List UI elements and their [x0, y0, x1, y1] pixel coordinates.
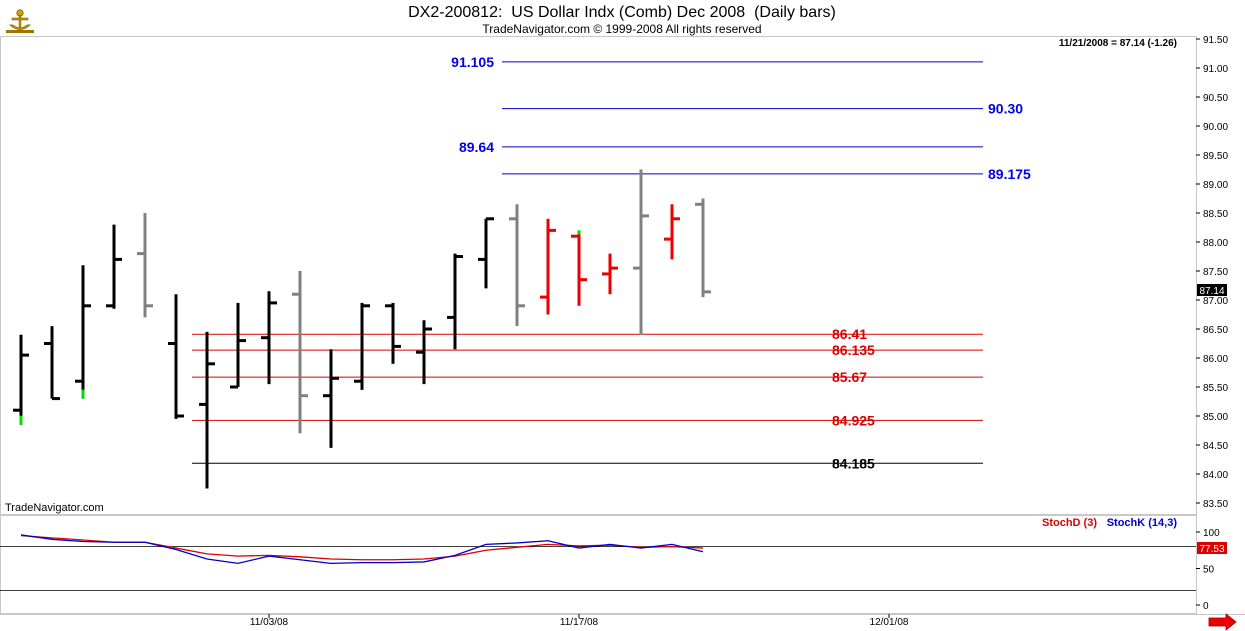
- ohlc-bar: [137, 213, 153, 318]
- price-tick-label: 85.50: [1203, 383, 1228, 394]
- price-tick-label: 89.50: [1203, 151, 1228, 162]
- price-tick-label: 83.50: [1203, 499, 1228, 510]
- price-tick-label: 87.50: [1203, 267, 1228, 278]
- ohlc-bar: [478, 217, 494, 289]
- last-price-label: 87.14: [1199, 286, 1224, 297]
- price-tick-label: 91.50: [1203, 35, 1228, 46]
- ohlc-bar: [292, 271, 308, 434]
- level-label: 86.135: [832, 342, 875, 358]
- price-tick-label: 84.00: [1203, 470, 1228, 481]
- ohlc-bar: [540, 218, 556, 315]
- ohlc-bar: [695, 198, 711, 298]
- price-panel: [0, 36, 1197, 515]
- ohlc-bar: [106, 224, 122, 309]
- level-label: 89.64: [459, 139, 494, 155]
- ohlc-bar: [261, 291, 277, 385]
- stoch-tick-label: 100: [1203, 528, 1220, 539]
- ohlc-bars: [13, 169, 711, 489]
- date-tick-label: 12/01/08: [870, 617, 909, 628]
- level-label: 91.105: [451, 54, 494, 70]
- price-tick-label: 88.50: [1203, 209, 1228, 220]
- ohlc-bar: [354, 302, 370, 390]
- level-label: 86.41: [832, 326, 867, 342]
- date-tick-label: 11/17/08: [560, 617, 599, 628]
- last-price-marker: 87.14: [1197, 284, 1227, 297]
- ohlc-bar: [13, 334, 29, 425]
- ohlc-bar: [168, 294, 184, 419]
- stoch-last-label: 77.53: [1199, 544, 1224, 555]
- price-tick-label: 84.50: [1203, 441, 1228, 452]
- stoch-k-line: [20, 534, 704, 565]
- level-label: 85.67: [832, 369, 867, 385]
- chart-subtitle: TradeNavigator.com © 1999-2008 All right…: [482, 22, 761, 36]
- ohlc-bar: [75, 265, 91, 399]
- price-tick-label: 89.00: [1203, 180, 1228, 191]
- ohlc-bar: [385, 302, 401, 364]
- stoch-tick-label: 0: [1203, 601, 1209, 612]
- price-tick-label: 86.50: [1203, 325, 1228, 336]
- ohlc-bar: [664, 204, 680, 260]
- price-tick-label: 88.00: [1203, 238, 1228, 249]
- price-tick-label: 90.00: [1203, 122, 1228, 133]
- stochastic-lines: 0 50 100: [0, 528, 1220, 612]
- level-label: 84.185: [832, 455, 875, 471]
- date-axis: 11/03/08 11/17/08 12/01/08: [250, 614, 909, 628]
- price-tick-label: 87.00: [1203, 296, 1228, 307]
- ohlc-bar: [602, 253, 618, 295]
- price-tick-label: 86.00: [1203, 354, 1228, 365]
- ohlc-bar: [230, 302, 246, 389]
- watermark-text: TradeNavigator.com: [5, 502, 104, 514]
- ohlc-bar: [416, 320, 432, 385]
- scroll-right-arrow-icon[interactable]: [1208, 613, 1237, 631]
- stoch-last-marker: 77.53: [1197, 542, 1227, 555]
- ohlc-bar: [509, 204, 525, 327]
- price-tick-label: 91.00: [1203, 64, 1228, 75]
- ohlc-bar: [633, 169, 649, 335]
- stoch-k-legend: StochK (14,3): [1107, 517, 1178, 529]
- chart-title: DX2-200812: US Dollar Indx (Comb) Dec 20…: [408, 4, 836, 21]
- level-label: 84.925: [832, 412, 875, 428]
- price-tick-label: 85.00: [1203, 412, 1228, 423]
- last-price-info: 11/21/2008 = 87.14 (-1.26): [1059, 38, 1177, 49]
- stoch-tick-label: 50: [1203, 565, 1215, 576]
- stoch-d-legend: StochD (3): [1042, 517, 1097, 529]
- price-axis: 83.50 84.00 84.50 85.00 85.50 86.00 86.50 87.00…: [1196, 35, 1228, 510]
- level-label: 89.175: [988, 166, 1031, 182]
- trade-navigator-logo-icon[interactable]: [4, 3, 36, 35]
- ohlc-bar: [447, 253, 463, 350]
- level-label: 90.30: [988, 101, 1023, 117]
- date-tick-label: 11/03/08: [250, 617, 289, 628]
- ohlc-bar: [571, 230, 587, 306]
- price-tick-label: 90.50: [1203, 93, 1228, 104]
- ohlc-bar: [323, 349, 339, 448]
- ohlc-bar: [44, 326, 60, 401]
- ohlc-bar: [199, 331, 215, 489]
- stochastic-panel: [0, 515, 1197, 614]
